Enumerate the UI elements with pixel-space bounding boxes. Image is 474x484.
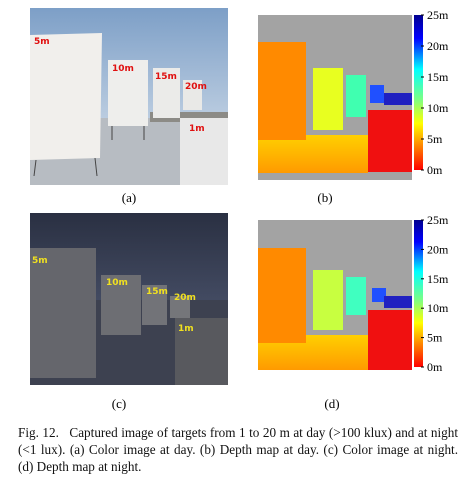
caption-text: Captured image of targets from 1 to 20 m… <box>18 425 459 474</box>
figure-number: Fig. 12. <box>18 425 59 440</box>
colorbar-tick-label: 10m <box>427 101 449 115</box>
distance-annotation: 20m <box>174 293 196 303</box>
subfigure-label: (a) <box>122 190 136 205</box>
colorbar-tick-label: 20m <box>427 39 449 53</box>
distance-annotation: 15m <box>155 72 177 82</box>
colorbar-tick-label: 20m <box>427 242 449 256</box>
distance-annotation: 10m <box>106 278 128 288</box>
colorbar-tick-label: 0m <box>427 163 443 177</box>
image-day <box>30 8 228 185</box>
subfigure-label: (c) <box>112 396 126 411</box>
distance-annotation: 15m <box>146 287 168 297</box>
colorbar-tick-label: 5m <box>427 331 443 345</box>
depth-night <box>258 220 423 370</box>
distance-annotation: 1m <box>178 324 194 334</box>
distance-annotation: 10m <box>112 64 134 74</box>
colorbar-tick-label: 5m <box>427 132 443 146</box>
colorbar-tick-label: 15m <box>427 272 449 286</box>
caption: Fig. 12. Captured image of targets from … <box>18 424 458 475</box>
colorbar-tick-label: 10m <box>427 301 449 315</box>
colorbar-tick-label: 0m <box>427 360 443 374</box>
colorbar-tick-label: 25m <box>427 8 449 22</box>
distance-annotation: 20m <box>185 82 207 92</box>
subfigure-label: (d) <box>324 396 339 411</box>
image-night <box>30 213 228 385</box>
colorbar-tick-label: 25m <box>427 213 449 227</box>
distance-annotation: 5m <box>32 256 48 266</box>
figure: (a) 5m 10m 15m 20m 1m (b) 25m 20m 15m 10m 5m 0m (c) 5m… <box>30 8 449 411</box>
distance-annotation: 1m <box>189 124 205 134</box>
distance-annotation: 5m <box>34 37 50 47</box>
colorbar-tick-label: 15m <box>427 70 449 84</box>
depth-day <box>258 15 423 180</box>
subfigure-label: (b) <box>317 190 332 205</box>
